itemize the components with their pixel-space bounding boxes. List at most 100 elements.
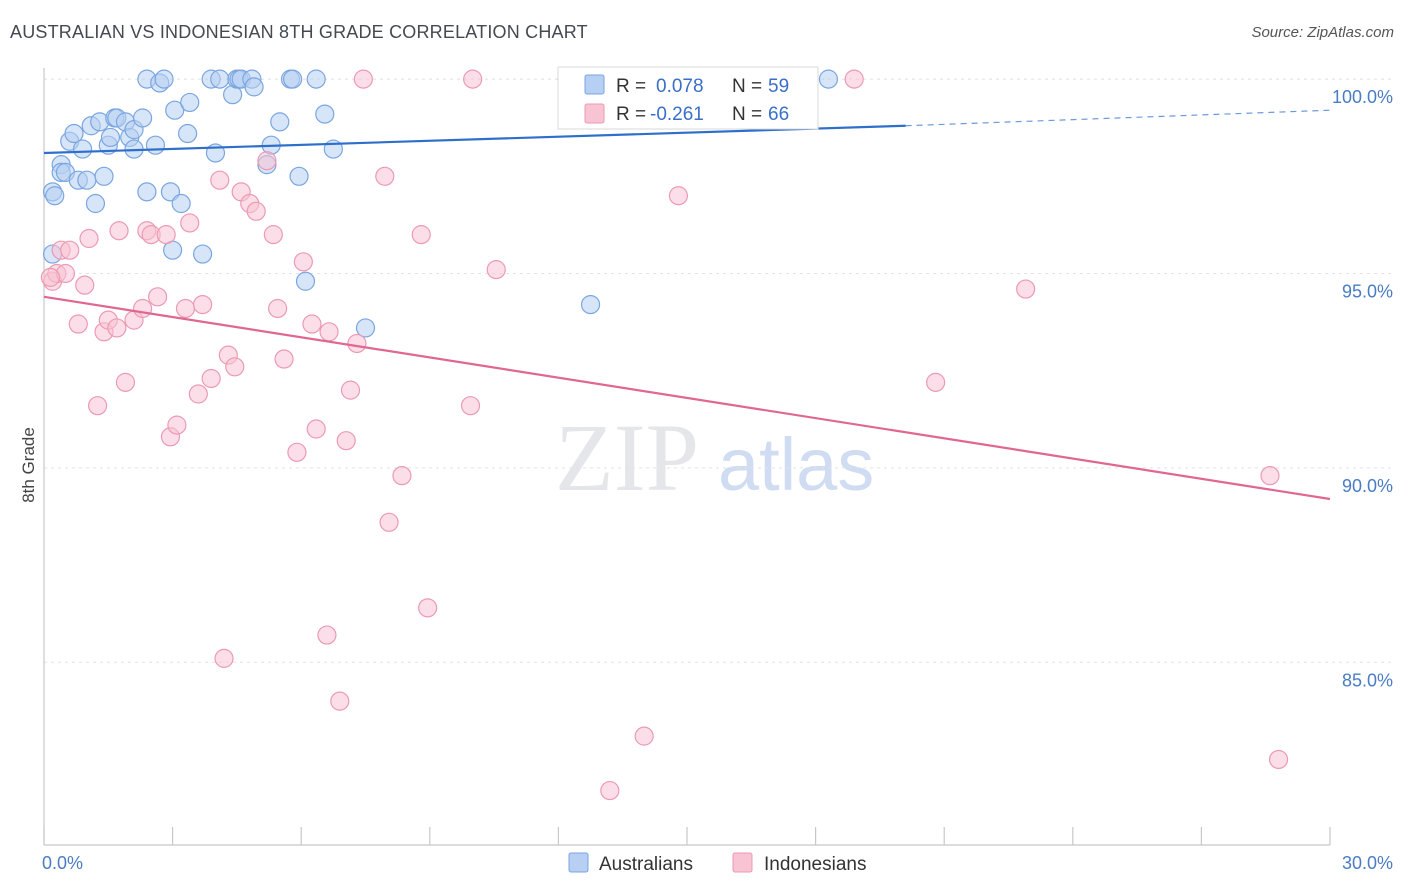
data-point [418, 598, 438, 618]
data-point [340, 380, 361, 400]
trendline-australians-extension [905, 109, 1331, 127]
data-point [1260, 466, 1280, 486]
data-point [330, 691, 350, 711]
data-point [75, 275, 95, 295]
data-point [156, 225, 176, 245]
series-legend: Australians Indonesians [568, 852, 866, 875]
data-point [201, 368, 221, 389]
data-point [132, 108, 153, 128]
data-point [486, 260, 506, 280]
legend-n-value-australians: 59 [768, 76, 789, 97]
data-point [171, 193, 191, 214]
legend-r-value-australians: 0.078 [656, 76, 704, 97]
data-point [167, 415, 187, 435]
data-point [72, 139, 93, 159]
data-point [79, 228, 99, 249]
legend-n-label-indonesians: N = [732, 104, 762, 125]
data-point [306, 419, 326, 439]
data-point [60, 240, 80, 260]
gridlines [44, 78, 1392, 663]
data-point [165, 100, 185, 120]
data-point [193, 294, 213, 315]
data-point [818, 69, 839, 89]
bottom-legend-label-australians: Australians [599, 854, 693, 875]
data-point [132, 298, 153, 319]
data-point [460, 396, 481, 416]
data-point [600, 780, 620, 801]
data-point [210, 69, 230, 89]
data-point [1016, 279, 1036, 299]
data-point [178, 123, 198, 144]
data-point [336, 431, 356, 451]
legend-r-label-indonesians: R = [616, 104, 646, 125]
data-point [246, 201, 266, 221]
axes [43, 68, 1331, 846]
data-point [270, 112, 290, 132]
data-point [668, 186, 689, 206]
data-point [137, 182, 157, 202]
data-point [375, 166, 395, 186]
watermark-zip: ZIP [555, 404, 699, 511]
data-point [411, 225, 431, 245]
data-point [293, 252, 313, 272]
data-point [580, 294, 601, 315]
data-point [180, 92, 200, 113]
stats-legend: R = 0.078 N = 59 R = -0.261 N = 66 [557, 66, 819, 130]
data-point [283, 69, 303, 89]
data-point [225, 357, 245, 377]
data-point [193, 244, 213, 264]
data-point [109, 221, 129, 241]
data-point [274, 349, 294, 369]
watermark: ZIP atlas [555, 404, 874, 511]
data-point [64, 123, 84, 144]
legend-swatch-australians [584, 74, 605, 95]
data-point [175, 298, 196, 319]
data-point [295, 271, 316, 291]
data-point [319, 322, 339, 342]
data-point [289, 166, 309, 186]
data-point [317, 625, 337, 645]
series-australians [42, 69, 839, 338]
data-point [355, 318, 376, 338]
legend-swatch-indonesians [584, 103, 605, 124]
data-point [115, 372, 136, 392]
chart-source: Source: ZipAtlas.com [1251, 24, 1394, 41]
bottom-legend-swatch-australians [568, 852, 589, 873]
data-point [94, 166, 114, 186]
data-point [263, 225, 283, 245]
x-tick-labels: 0.0% 30.0% [42, 853, 1393, 873]
data-point [188, 384, 208, 404]
legend-n-value-indonesians: 66 [768, 104, 789, 125]
data-point [100, 127, 121, 148]
watermark-atlas: atlas [718, 423, 874, 506]
chart-title: AUSTRALIAN VS INDONESIAN 8TH GRADE CORRE… [10, 22, 588, 42]
y-tick-labels: 100.0% 95.0% 90.0% 85.0% [1332, 87, 1393, 690]
data-point [268, 298, 288, 319]
data-point [315, 104, 335, 124]
trendlines [43, 109, 1331, 501]
data-point [257, 151, 277, 171]
data-point [214, 648, 234, 668]
x-tick-label-max: 30.0% [1342, 853, 1393, 873]
series-indonesians [40, 69, 1289, 801]
data-point [347, 333, 367, 354]
data-point [392, 466, 412, 486]
y-tick-label: 95.0% [1342, 281, 1393, 301]
y-tick-label: 85.0% [1342, 670, 1393, 690]
x-tick-label-min: 0.0% [42, 853, 83, 873]
data-point [45, 186, 65, 206]
legend-n-label-australians: N = [732, 76, 762, 97]
data-point [180, 213, 200, 233]
data-point [77, 170, 97, 190]
legend-r-label-australians: R = [616, 76, 646, 97]
legend-r-value-indonesians: -0.261 [650, 104, 704, 125]
data-point [1268, 749, 1289, 770]
data-point [147, 287, 168, 307]
data-point [210, 170, 230, 190]
data-point [85, 193, 106, 214]
y-tick-label: 100.0% [1332, 87, 1393, 107]
y-tick-label: 90.0% [1342, 476, 1393, 496]
data-point [844, 69, 864, 89]
data-point [287, 442, 307, 462]
